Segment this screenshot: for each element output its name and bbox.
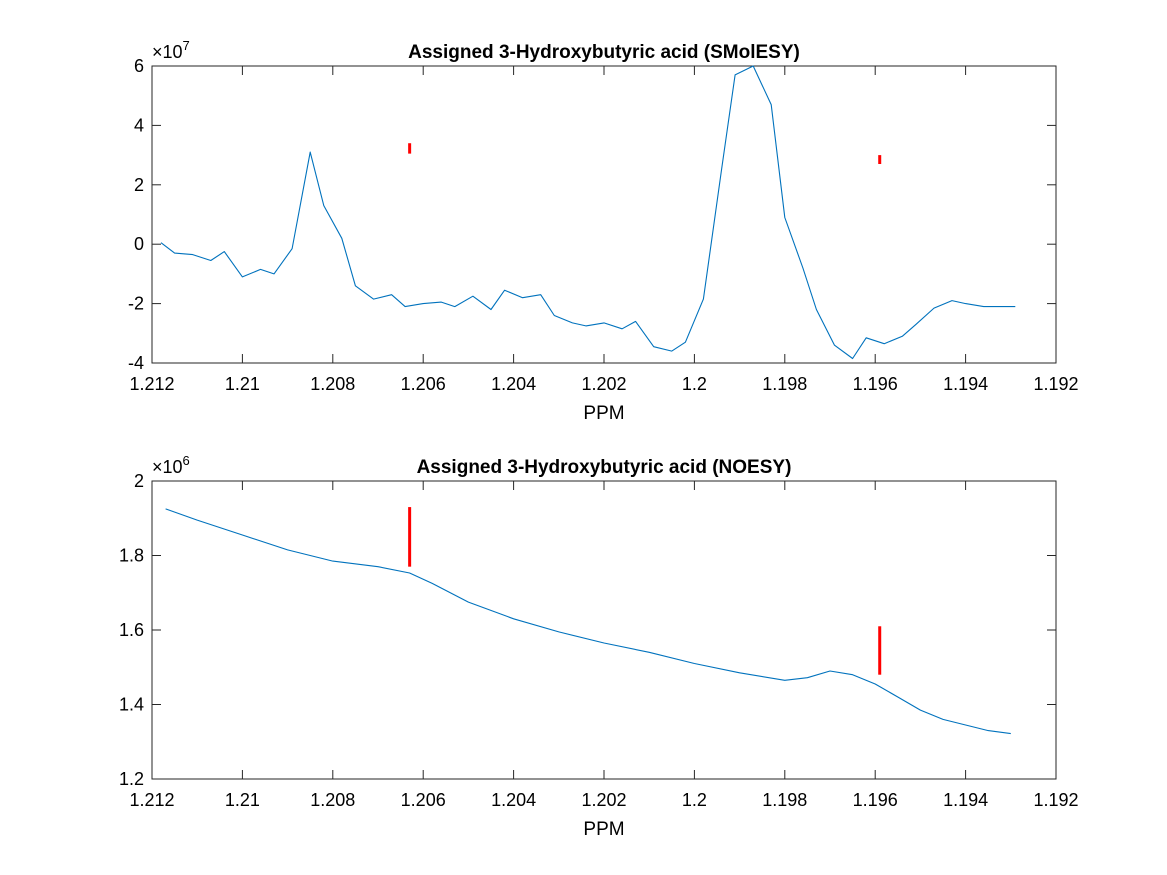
x-tick-label: 1.196 xyxy=(853,374,898,394)
x-tick-label: 1.204 xyxy=(491,790,536,810)
axes-box xyxy=(151,480,1057,780)
x-tick-label: 1.202 xyxy=(581,374,626,394)
y-tick-label: 1.6 xyxy=(119,620,144,640)
x-tick-label: 1.194 xyxy=(943,790,988,810)
y-tick-label: 2 xyxy=(134,175,144,195)
x-tick-label: 1.198 xyxy=(762,790,807,810)
chart-panel-noesy: Assigned 3-Hydroxybutyric acid (NOESY) P… xyxy=(119,453,1079,840)
series-line xyxy=(165,508,1011,735)
y-exponent-power: 6 xyxy=(183,453,190,468)
x-tick-label: 1.21 xyxy=(225,374,260,394)
y-tick-label: 0 xyxy=(134,234,144,254)
x-tick-label: 1.194 xyxy=(943,374,988,394)
y-multiplier: ×10 xyxy=(152,42,183,62)
y-tick-label: 6 xyxy=(134,56,144,76)
x-tick-label: 1.212 xyxy=(129,790,174,810)
x-tick-label: 1.212 xyxy=(129,374,174,394)
x-tick-label: 1.206 xyxy=(401,790,446,810)
y-tick-label: 1.8 xyxy=(119,546,144,566)
x-tick-label: 1.196 xyxy=(853,790,898,810)
y-tick-label: 1.2 xyxy=(119,769,144,789)
x-tick-label: 1.208 xyxy=(310,790,355,810)
x-tick-label: 1.206 xyxy=(401,374,446,394)
x-axis-label: PPM xyxy=(583,403,624,424)
chart-title: Assigned 3-Hydroxybutyric acid (NOESY) xyxy=(417,457,792,478)
x-tick-label: 1.208 xyxy=(310,374,355,394)
x-tick-label: 1.202 xyxy=(581,790,626,810)
y-tick-label: 1.4 xyxy=(119,695,144,715)
y-axis-exponent: ×107 xyxy=(152,38,190,62)
x-tick-label: 1.198 xyxy=(762,374,807,394)
series-line xyxy=(160,65,1016,360)
y-axis-exponent: ×106 xyxy=(152,453,190,477)
y-tick-label: 2 xyxy=(134,471,144,491)
chart-title: Assigned 3-Hydroxybutyric acid (SMolESY) xyxy=(408,42,800,63)
x-tick-label: 1.192 xyxy=(1033,374,1078,394)
y-tick-label: 4 xyxy=(134,115,144,135)
x-tick-label: 1.192 xyxy=(1033,790,1078,810)
y-tick-label: -4 xyxy=(128,353,144,373)
y-tick-label: -2 xyxy=(128,294,144,314)
x-tick-label: 1.2 xyxy=(682,374,707,394)
axes-box xyxy=(151,65,1057,364)
x-tick-label: 1.21 xyxy=(225,790,260,810)
x-tick-label: 1.2 xyxy=(682,790,707,810)
chart-panel-smolesy: Assigned 3-Hydroxybutyric acid (SMolESY)… xyxy=(128,38,1079,424)
y-multiplier: ×10 xyxy=(152,457,183,477)
x-tick-label: 1.204 xyxy=(491,374,536,394)
y-exponent-power: 7 xyxy=(183,38,190,53)
x-axis-label: PPM xyxy=(583,819,624,840)
